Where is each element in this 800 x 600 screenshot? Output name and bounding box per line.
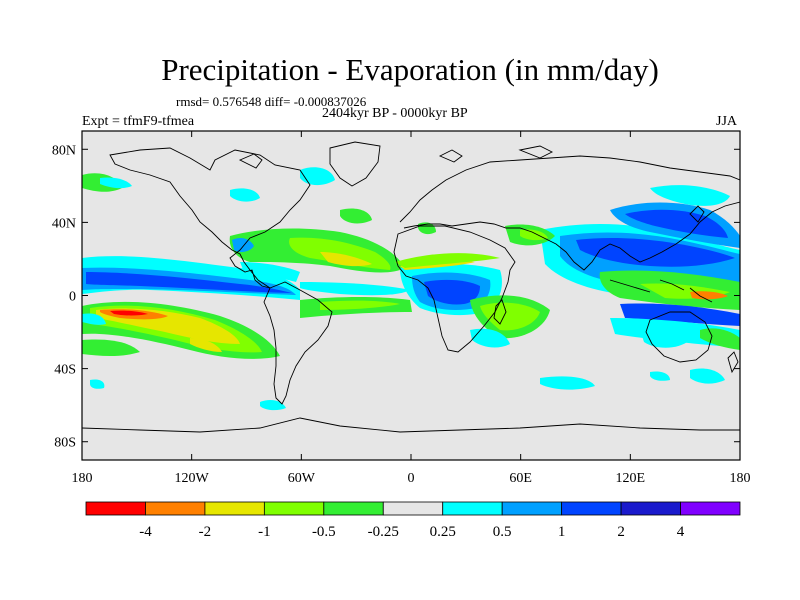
field-pacific-itcz-darkblue [86,272,292,293]
field-south-cyan-3 [690,368,725,384]
colorbar-label: -1 [258,524,271,540]
field-spacific-cyan [82,313,106,325]
y-tick-label: 40S [54,363,76,378]
field-japan-cyan [650,185,730,206]
field-australia-cyan [640,328,690,348]
x-tick-label: 180 [730,471,751,486]
colorbar-label: -0.5 [312,524,336,540]
x-tick-label: 180 [72,471,93,486]
field-south-cyan-2 [540,376,595,390]
colorbar-swatch [501,501,563,516]
field-arabia-lightgreen [520,229,548,241]
colorbar-swatch [620,501,681,516]
field-natlantic-cyan [230,188,260,202]
y-tick-label: 80N [52,143,76,158]
experiment-label: Expt = tfmF9-tfmea [82,114,195,129]
colorbar-swatch [85,501,146,516]
coast-north-america [109,147,311,289]
x-tick-label: 60W [288,471,316,486]
coast-south-america [263,281,333,405]
colorbar-swatch [204,501,265,516]
field-atlantic-cyan [300,282,410,296]
field-npacific-cyan-2 [100,177,132,189]
colorbar-swatch [680,501,741,516]
field-caribbean-cyan [240,262,300,282]
field-indian-ocean-darkblue [576,238,735,267]
colorbar-swatch [561,501,622,516]
coast-maritime-continent [609,279,713,303]
y-tick-label: 0 [69,290,76,305]
season-label: JJA [716,114,738,129]
colorbar-label: -4 [139,524,152,540]
colorbar [85,501,741,516]
colorbar-swatch [323,501,384,516]
field-spacific-yellow-2 [190,338,222,352]
field-south-cyan-1 [90,379,105,389]
coast-madagascar [493,299,507,325]
y-tick-label: 80S [54,436,76,451]
colorbar-swatch [263,501,325,516]
x-tick-label: 120W [175,471,210,486]
field-south-cyan-6 [260,400,286,411]
colorbar-swatch [382,501,444,516]
colorbar-label: 1 [558,524,566,540]
field-sahel-lightgreen [395,253,500,268]
coast-arctic-islands [238,145,554,169]
axis-ticks [81,131,741,460]
colorbar-label: 2 [617,524,625,540]
x-tick-label: 120E [616,471,646,486]
coast-australia [645,311,713,363]
field-maritime-blue [620,303,740,326]
field-africa-darkblue [424,279,480,305]
coast-japan [689,205,705,223]
field-atlantic-yellow [320,252,372,267]
field-south-green-5 [700,328,740,350]
field-seurope-green [418,222,436,235]
coast-africa [393,225,516,353]
field-npacific-cyan [300,167,335,186]
y-tick-label: 40N [52,216,76,231]
coast-europe-asia [399,155,740,271]
stats-label: rmsd= 0.576548 diff= -0.000837026 [176,94,367,109]
colorbar-swatch [442,501,503,516]
colorbar-label: -2 [199,524,212,540]
field-south-cyan-4 [650,371,670,381]
colorbar-label: 0.5 [493,524,512,540]
field-satlantic-lightgreen [320,300,400,310]
x-tick-label: 0 [408,471,415,486]
period-label: 2404kyr BP - 0000kyr BP [322,106,468,121]
field-natlantic-green [340,208,372,224]
colorbar-label: 0.25 [430,524,456,540]
colorbar-labels: -4 -2 -1 -0.5 -0.25 0.25 0.5 1 2 4 [139,524,685,540]
coastlines [82,141,740,433]
plot-title: Precipitation - Evaporation (in mm/day) [161,52,659,87]
x-tick-label: 60E [509,471,532,486]
colorbar-label: -0.25 [368,524,399,540]
field-scentral-green [82,339,140,356]
x-tick-labels: 180 120W 60W 0 60E 120E 180 [72,471,751,486]
field-china-darkblue [625,209,728,238]
field-spacific-red [110,310,148,316]
y-tick-labels: 80N 40N 0 40S 80S [52,143,76,450]
field-maritime-orange [690,291,728,300]
field-caribbean-blue [232,238,254,253]
colorbar-swatch [145,501,206,516]
coast-greenland [329,141,381,187]
field-africa-cyan-south [470,328,510,348]
colorbar-label: 4 [677,524,685,540]
coast-new-zealand [727,351,739,374]
coast-antarctica [82,417,740,433]
precip-evap-field [82,167,740,411]
